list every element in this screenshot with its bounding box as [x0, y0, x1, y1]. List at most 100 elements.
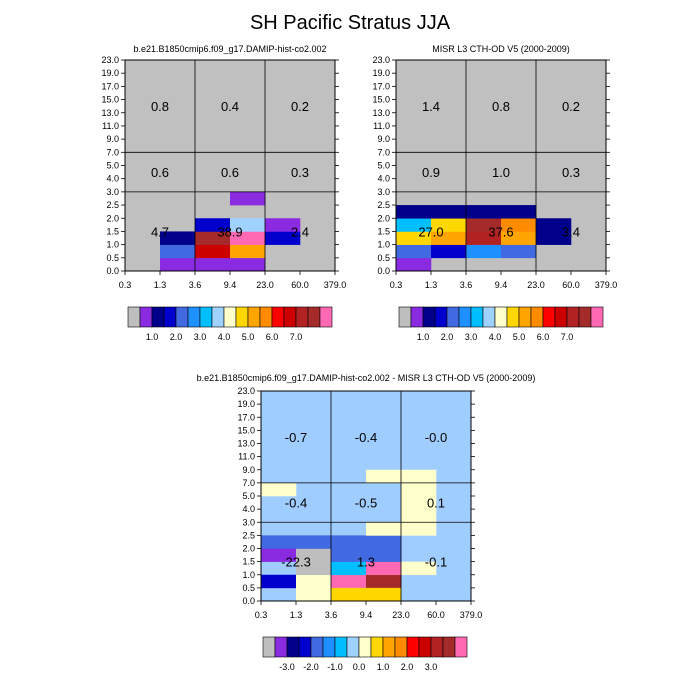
region-value-label: 0.3: [562, 165, 580, 180]
histogram-cell: [230, 257, 266, 272]
region-value-label: 0.3: [291, 165, 309, 180]
region-value-label: 37.6: [488, 224, 513, 239]
colorbar-swatch: [434, 306, 448, 328]
x-tick-label: 9.4: [360, 610, 373, 620]
y-tick-label: 2.5: [242, 530, 255, 540]
colorbar-swatch: [223, 306, 237, 328]
region-value-label: 0.6: [151, 165, 169, 180]
histogram-cell: [331, 548, 367, 562]
region-value-label: 1.3: [357, 555, 375, 570]
histogram-cell: [230, 191, 266, 206]
y-tick-label: 3.0: [377, 187, 390, 197]
histogram-cell: [536, 218, 572, 232]
colorbar-swatch: [554, 306, 568, 328]
colorbar-abs: 1.0 2.0 3.0 4.0 5.0 6.0 7.0: [127, 306, 333, 342]
colorbar-swatch: [211, 306, 225, 328]
colorbar-swatch: [127, 306, 141, 328]
y-tick-label: 3.0: [242, 517, 255, 527]
histogram-cell: [401, 509, 437, 523]
histogram-cell: [230, 218, 266, 232]
y-tick-label: 1.5: [106, 226, 119, 236]
y-tick-label: 15.0: [372, 95, 390, 105]
y-tick-label: 4.0: [242, 504, 255, 514]
histogram-cell: [160, 244, 196, 259]
colorbar-swatch: [394, 636, 408, 658]
colorbar-label: 7.0: [561, 332, 574, 342]
histogram-cell: [331, 574, 367, 589]
x-tick-label: 60.0: [291, 280, 309, 290]
colorbar-swatch: [259, 306, 273, 328]
histogram-cell: [501, 231, 537, 245]
y-tick-label: 0.0: [242, 596, 255, 606]
y-tick-label: 17.0: [237, 412, 255, 422]
histogram-cell: [331, 587, 367, 602]
colorbar-label: 3.0: [194, 332, 207, 342]
colorbar-swatch: [298, 636, 312, 658]
colorbar-label: 5.0: [513, 332, 526, 342]
y-tick-label: 7.0: [106, 147, 119, 157]
region-value-label: 0.8: [492, 99, 510, 114]
y-tick-label: 17.0: [372, 81, 390, 91]
histogram-cell: [366, 574, 402, 589]
y-tick-label: 3.0: [106, 187, 119, 197]
histogram-cell: [296, 548, 332, 562]
colorbar-label: -3.0: [279, 662, 295, 672]
x-tick-label: 9.4: [224, 280, 237, 290]
region-value-label: 1.4: [422, 99, 440, 114]
colorbar-swatch: [163, 306, 177, 328]
histogram-cell: [466, 244, 502, 259]
y-tick-label: 13.0: [101, 108, 119, 118]
colorbar-swatch: [578, 306, 592, 328]
y-tick-label: 11.0: [373, 121, 390, 131]
x-tick-label: 0.3: [255, 610, 268, 620]
histogram-cell: [261, 482, 297, 497]
panel-diff: -0.7 -0.4 -0.0 -0.4 -0.5 0.1 -22.3 1.3 -0.1 0.3 1.…: [197, 373, 536, 620]
colorbar-swatch: [590, 306, 604, 328]
colorbar-abs2: 1.0 2.0 3.0 4.0 5.0 6.0 7.0: [398, 306, 604, 342]
y-tick-label: 13.0: [237, 439, 255, 449]
colorbar-swatch: [286, 636, 300, 658]
x-tick-label: 379.0: [324, 280, 347, 290]
histogram-cell: [396, 257, 432, 272]
x-tick-label: 1.3: [425, 280, 438, 290]
colorbar-label: 6.0: [266, 332, 279, 342]
y-tick-label: 0.0: [106, 266, 119, 276]
histogram-cell: [431, 205, 467, 219]
panel-title: b.e21.B1850cmip6.f09_g17.DAMIP-hist-co2.…: [133, 44, 326, 54]
histogram-cell: [265, 231, 301, 245]
colorbar-swatch: [482, 306, 496, 328]
y-tick-label: 19.0: [101, 68, 119, 78]
histogram-cell: [160, 231, 196, 245]
x-tick-label: 3.6: [325, 610, 338, 620]
colorbar-swatch: [175, 306, 189, 328]
histogram-cell: [195, 231, 231, 245]
colorbar-swatch: [310, 636, 324, 658]
panel-obs: 1.4 0.8 0.2 0.9 1.0 0.3 27.0 37.6 3.4 0.3 1.3 3.6 9.…: [372, 44, 617, 290]
x-tick-label: 0.3: [390, 280, 403, 290]
x-tick-label: 1.3: [290, 610, 303, 620]
x-tick-label: 0.3: [119, 280, 132, 290]
x-tick-label: 3.6: [189, 280, 202, 290]
colorbar-label: 2.0: [401, 662, 414, 672]
colorbar-swatch: [410, 306, 424, 328]
y-tick-label: 5.0: [242, 491, 255, 501]
histogram-cell: [331, 561, 367, 576]
histogram-cell: [230, 231, 266, 245]
histogram-cell: [501, 244, 537, 259]
y-tick-label: 2.5: [377, 200, 390, 210]
y-tick-label: 15.0: [101, 95, 119, 105]
histogram-cell: [366, 535, 402, 549]
colorbar-label: -2.0: [303, 662, 319, 672]
histogram-cell: [261, 548, 297, 562]
histogram-cell: [396, 244, 432, 259]
colorbar-swatch: [262, 636, 276, 658]
colorbar-swatch: [247, 306, 261, 328]
colorbar-label: 7.0: [290, 332, 303, 342]
region-value-label: 4.7: [151, 224, 169, 239]
region-value-label: 1.0: [492, 165, 510, 180]
y-tick-label: 17.0: [101, 81, 119, 91]
histogram-cell: [296, 574, 332, 589]
histogram-cell: [230, 244, 266, 259]
colorbar-label: 4.0: [218, 332, 231, 342]
histogram-cell: [396, 205, 432, 219]
